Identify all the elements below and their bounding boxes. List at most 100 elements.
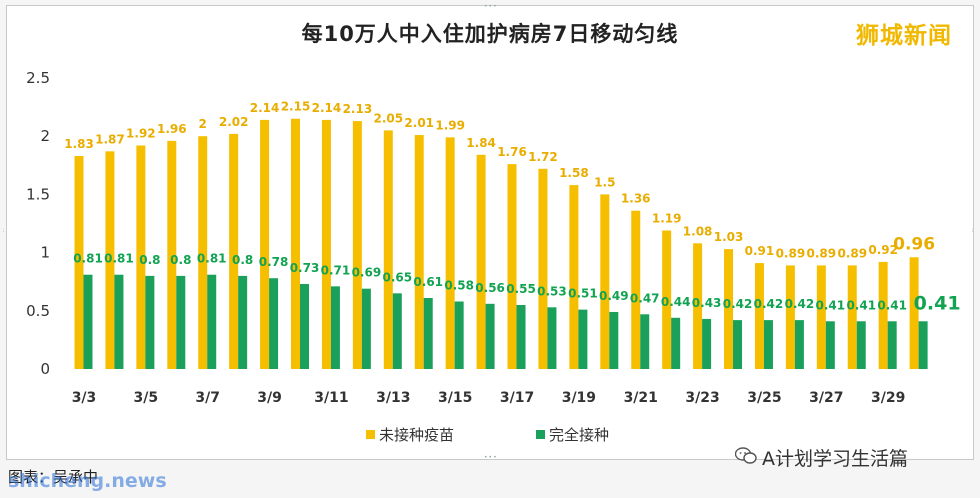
bar-unvaccinated [445, 137, 455, 369]
bar-unvaccinated [662, 230, 672, 369]
data-label-vaccinated: 0.65 [382, 270, 412, 284]
data-label-unvaccinated: 2 [199, 117, 207, 131]
x-tick-label: 3/7 [195, 390, 220, 406]
resize-handle-left[interactable]: : [2, 227, 6, 234]
resize-handle-right[interactable]: : [971, 227, 975, 234]
x-tick-label: 3/23 [685, 390, 719, 406]
data-label-vaccinated: 0.53 [537, 284, 567, 298]
data-label-unvaccinated: 1.92 [126, 127, 156, 141]
x-tick-label: 3/3 [72, 390, 97, 406]
data-label-unvaccinated: 1.5 [594, 175, 615, 189]
bar-unvaccinated [291, 118, 301, 370]
data-label-vaccinated: 0.81 [73, 252, 103, 266]
bar-unvaccinated [383, 130, 393, 369]
bar-vaccinated [300, 284, 310, 369]
data-label-unvaccinated: 1.08 [683, 224, 713, 238]
legend-swatch [536, 430, 545, 439]
data-label-vaccinated: 0.69 [352, 266, 382, 280]
bar-unvaccinated [631, 210, 641, 369]
data-label-unvaccinated: 1.36 [621, 192, 651, 206]
data-label-vaccinated: 0.42 [754, 297, 784, 311]
bar-unvaccinated [74, 155, 84, 369]
bar-unvaccinated [476, 154, 486, 369]
legend-label: 未接种疫苗 [379, 426, 454, 444]
data-label-vaccinated: 0.61 [413, 275, 443, 289]
chart-title: 每10万人中入住加护病房7日移动匀线 [301, 22, 679, 46]
bar-vaccinated [609, 311, 619, 369]
data-label-vaccinated: 0.47 [630, 291, 660, 305]
data-label-unvaccinated: 1.72 [528, 150, 558, 164]
bar-vaccinated [207, 274, 217, 369]
data-label-vaccinated: 0.55 [506, 282, 536, 296]
bar-vaccinated [238, 275, 248, 369]
bar-vaccinated [794, 320, 804, 369]
y-tick-label: 0 [40, 360, 50, 378]
bar-unvaccinated [260, 119, 270, 370]
bar-vaccinated [176, 275, 186, 369]
data-label-vaccinated: 0.41 [846, 298, 876, 312]
bar-unvaccinated [167, 140, 177, 369]
data-label-unvaccinated: 2.02 [219, 115, 249, 129]
data-label-unvaccinated: 0.91 [745, 244, 775, 258]
bar-unvaccinated [878, 261, 888, 369]
bar-unvaccinated [352, 121, 362, 370]
bar-vaccinated [763, 320, 773, 369]
x-tick-label: 3/17 [500, 390, 534, 406]
x-tick-label: 3/9 [257, 390, 282, 406]
data-label-vaccinated: 0.8 [232, 253, 253, 267]
y-tick-label: 1 [40, 244, 50, 262]
bar-vaccinated [856, 321, 866, 369]
bar-unvaccinated [785, 265, 795, 369]
bar-unvaccinated [229, 133, 239, 369]
bar-vaccinated [578, 309, 588, 369]
bar-vaccinated [671, 317, 681, 369]
data-label-unvaccinated: 2.13 [343, 102, 373, 116]
data-label-vaccinated: 0.43 [692, 296, 722, 310]
data-label-unvaccinated: 0.96 [893, 234, 935, 254]
bar-vaccinated [702, 318, 712, 369]
data-label-unvaccinated: 1.84 [466, 136, 496, 150]
data-label-vaccinated: 0.56 [475, 281, 505, 295]
y-tick-label: 0.5 [26, 302, 50, 320]
bar-unvaccinated [724, 249, 734, 369]
bar-vaccinated [392, 293, 402, 369]
x-tick-label: 3/29 [871, 390, 905, 406]
bar-vaccinated [640, 314, 650, 369]
bar-unvaccinated [693, 243, 703, 369]
bar-unvaccinated [198, 136, 208, 369]
bar-vaccinated [733, 320, 743, 369]
data-label-vaccinated: 0.81 [104, 252, 134, 266]
bar-vaccinated [330, 286, 340, 369]
data-label-unvaccinated: 1.76 [497, 145, 527, 159]
data-label-unvaccinated: 0.89 [807, 246, 837, 260]
chart-source: 图表：吴承中 [8, 468, 99, 486]
bar-vaccinated [269, 278, 279, 369]
resize-handle-bottom[interactable]: ••• [484, 454, 498, 461]
resize-handle-top[interactable]: ••• [484, 3, 498, 10]
bar-vaccinated [145, 275, 155, 369]
data-label-vaccinated: 0.42 [785, 297, 815, 311]
x-tick-label: 3/21 [624, 390, 658, 406]
data-label-unvaccinated: 2.15 [281, 100, 311, 114]
data-label-unvaccinated: 1.03 [714, 230, 744, 244]
bar-unvaccinated [105, 151, 115, 369]
bar-unvaccinated [909, 257, 919, 369]
data-label-unvaccinated: 2.14 [312, 101, 342, 115]
y-tick-label: 1.5 [26, 185, 50, 203]
data-label-unvaccinated: 1.83 [64, 137, 94, 151]
data-label-unvaccinated: 1.19 [652, 211, 682, 225]
bar-vaccinated [918, 321, 928, 369]
data-label-unvaccinated: 2.14 [250, 101, 280, 115]
x-tick-label: 3/25 [747, 390, 781, 406]
data-label-vaccinated: 0.78 [259, 255, 289, 269]
data-label-vaccinated: 0.8 [170, 253, 191, 267]
data-label-unvaccinated: 2.01 [404, 116, 434, 130]
data-label-vaccinated: 0.44 [661, 295, 691, 309]
data-label-unvaccinated: 0.92 [868, 243, 898, 257]
bar-vaccinated [547, 307, 557, 369]
bar-unvaccinated [136, 145, 146, 369]
data-label-vaccinated: 0.41 [914, 292, 961, 314]
data-label-vaccinated: 0.42 [723, 297, 753, 311]
bar-unvaccinated [507, 164, 517, 369]
